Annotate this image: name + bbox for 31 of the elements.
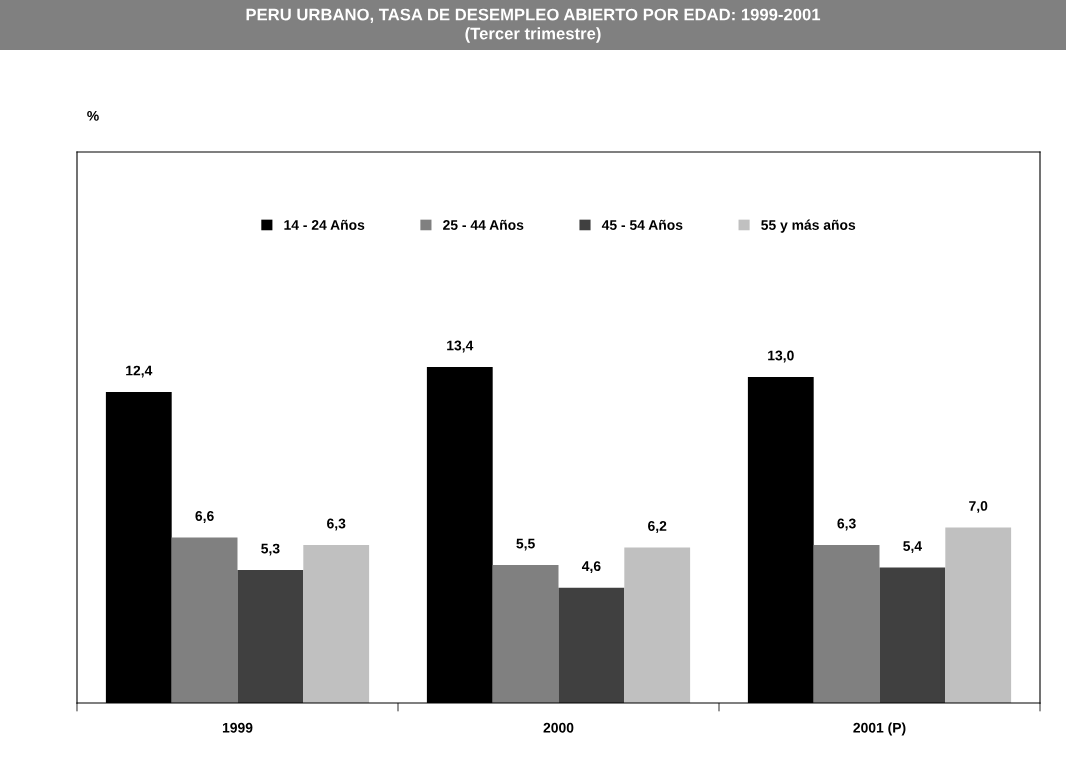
legend-label: 55 y más años — [761, 219, 856, 233]
text: % — [87, 110, 99, 121]
data-label: 7,0 — [969, 501, 988, 513]
bar — [492, 565, 559, 703]
bar — [813, 545, 880, 703]
data-label: 6,2 — [648, 521, 667, 533]
bar — [237, 570, 304, 703]
bar — [558, 587, 625, 703]
data-label: 12,4 — [126, 365, 153, 378]
data-label: 6,6 — [195, 511, 214, 523]
data-label: 5,4 — [903, 541, 922, 553]
data-label: 13,0 — [768, 350, 794, 363]
x-tick-label: 2000 — [543, 722, 574, 733]
data-label: 5,3 — [261, 543, 280, 556]
data-label: 5,5 — [516, 538, 535, 551]
legend-label: 45 - 54 Años — [601, 219, 683, 230]
data-label: 6,3 — [327, 518, 346, 531]
bar — [171, 537, 238, 703]
data-label: 6,3 — [837, 518, 856, 531]
chart-subtitle: (Tercer trimestre) — [465, 27, 601, 43]
bar — [624, 547, 691, 703]
chart-title: PERU URBANO, TASA DE DESEMPLEO ABIERTO POR EDAD: 1999-2001 — [246, 8, 821, 23]
legend-label: 25 - 44 Años — [443, 219, 524, 230]
bar — [879, 567, 946, 703]
x-tick-label: 2001 (P) — [853, 722, 906, 736]
bar — [303, 545, 370, 703]
legend-label: 14 - 24 Años — [284, 219, 365, 230]
bar — [945, 527, 1012, 703]
data-label: 13,4 — [447, 340, 474, 353]
x-tick-label: 1999 — [222, 722, 253, 733]
data-label: 4,6 — [581, 561, 601, 574]
